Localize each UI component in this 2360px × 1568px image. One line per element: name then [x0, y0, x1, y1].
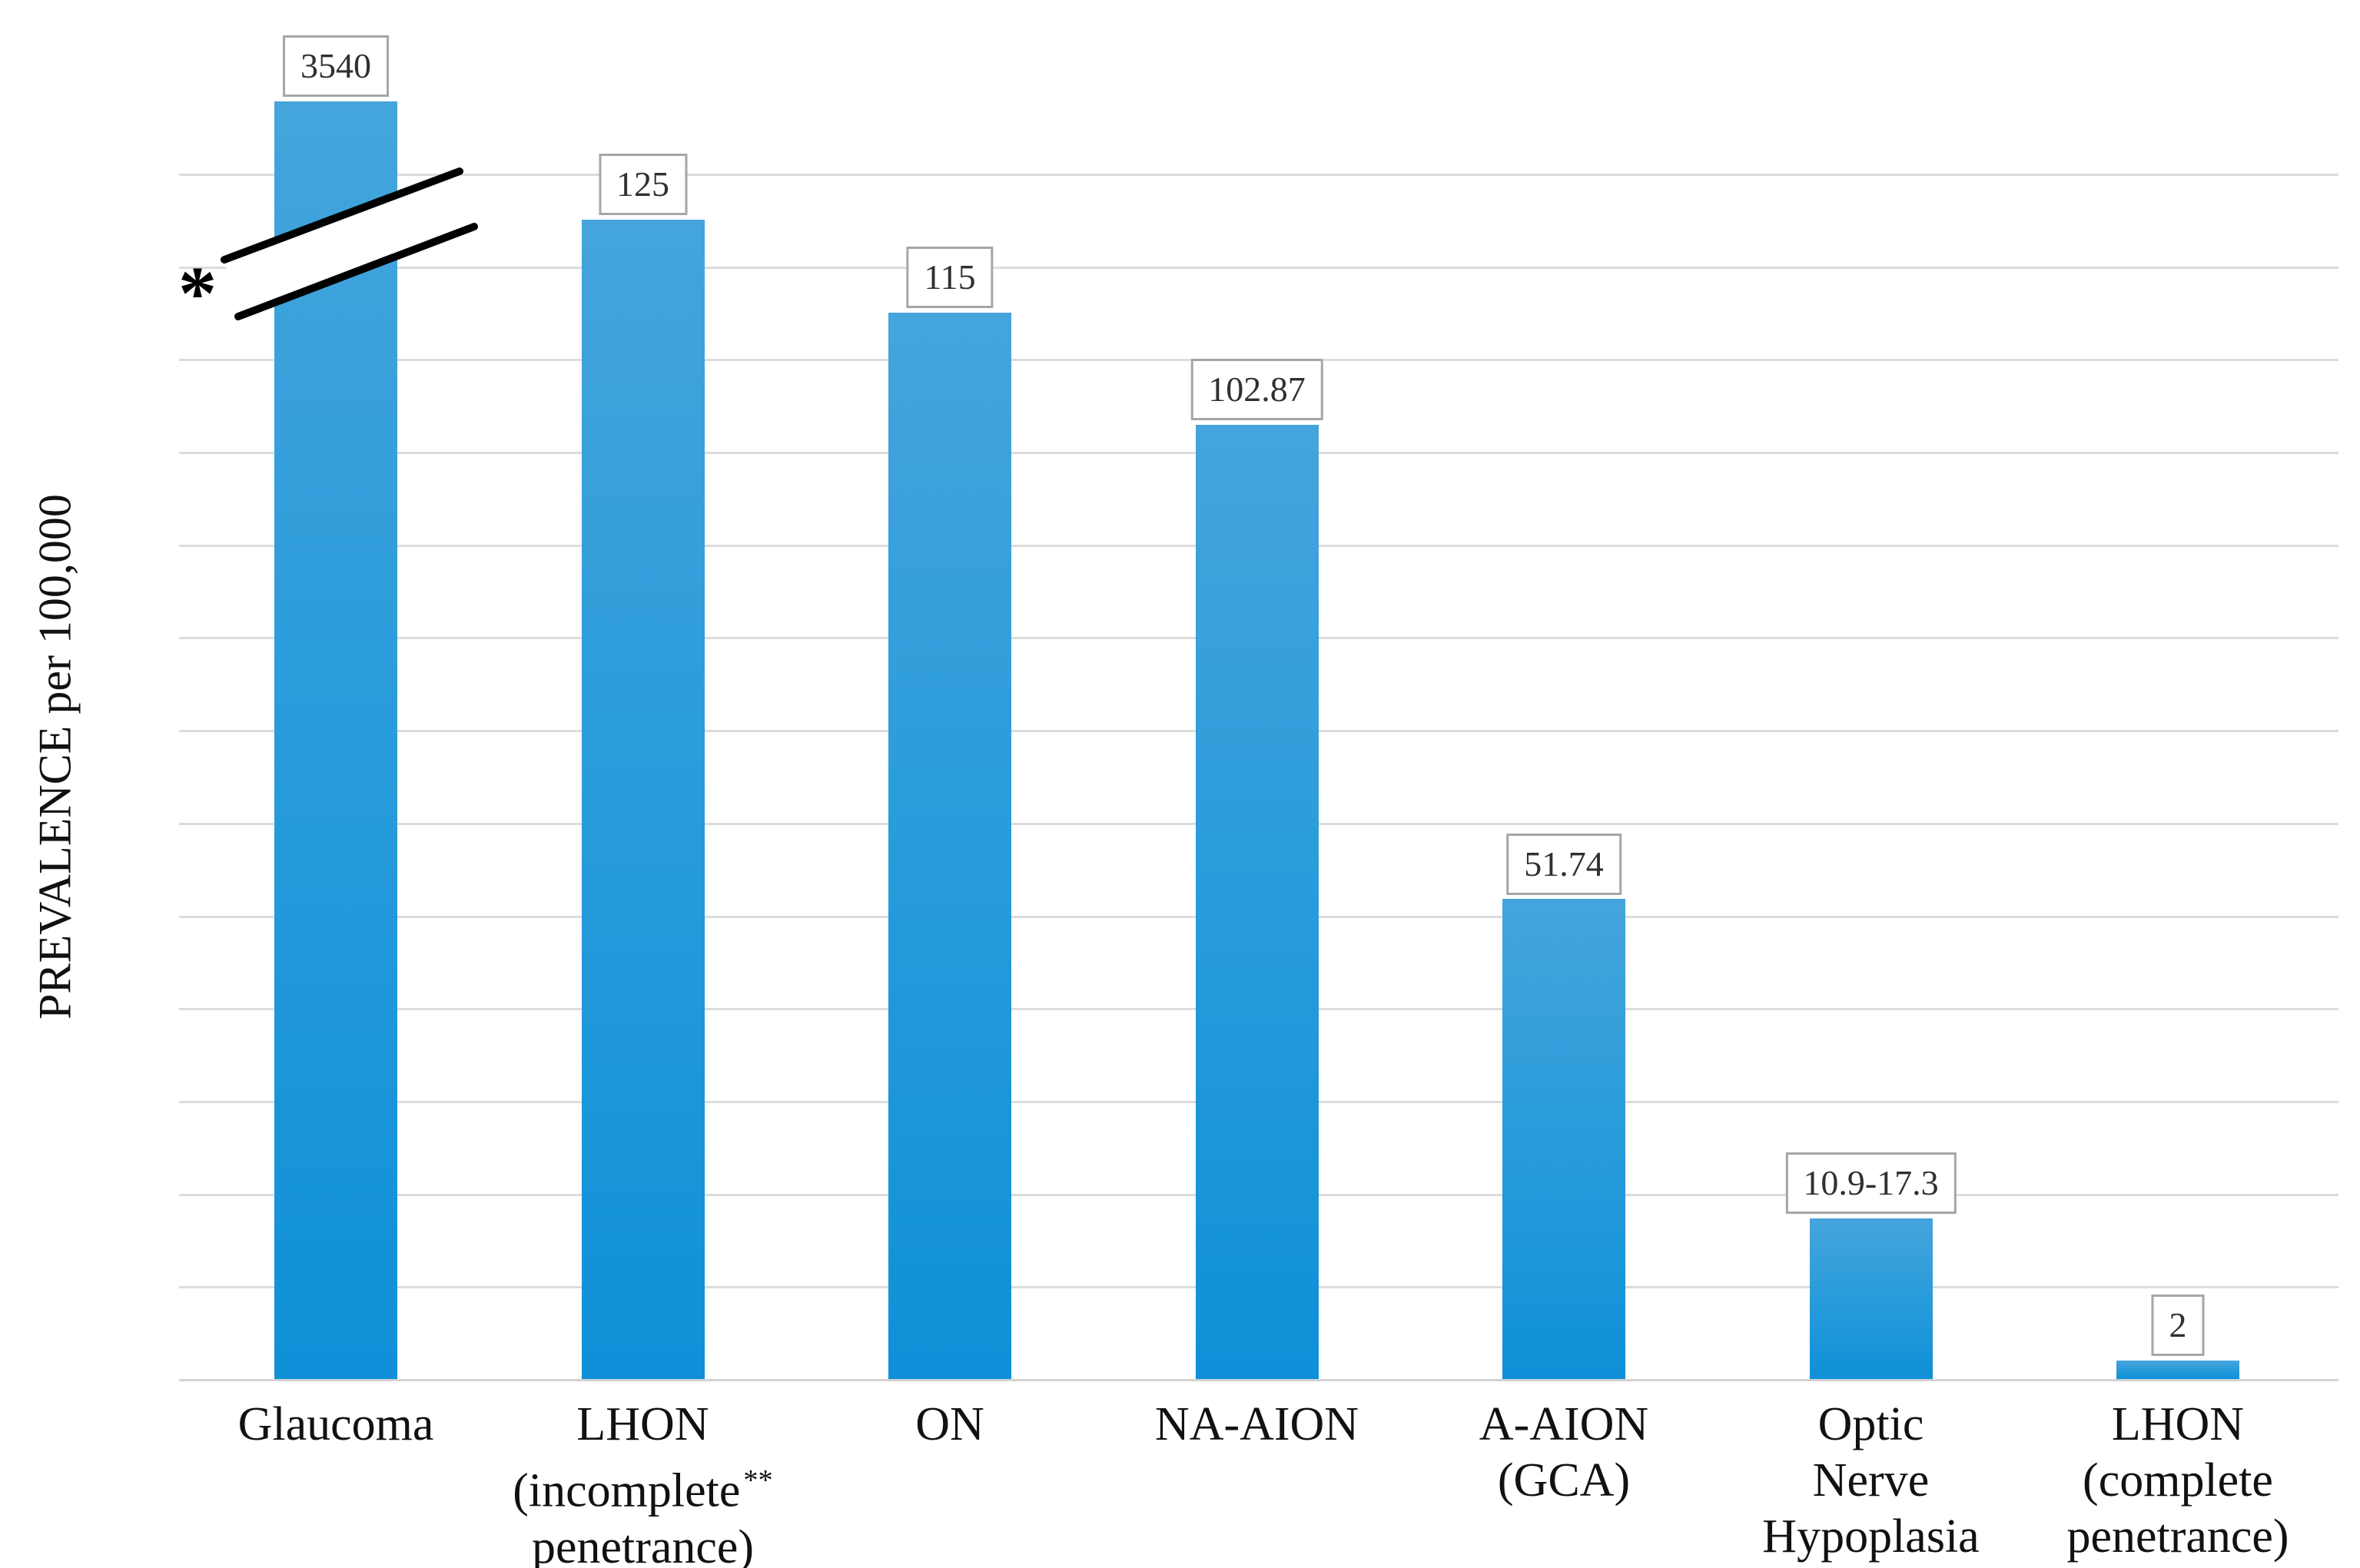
x-axis-baseline: [179, 1379, 2338, 1381]
x-axis-label-line: Nerve: [1812, 1454, 1930, 1507]
x-axis-label-line: penetrance): [531, 1520, 755, 1568]
gridline-120: [179, 266, 2338, 269]
bar-value-label: 2: [2151, 1294, 2205, 1356]
x-axis-label-line: (incomplete **: [513, 1464, 773, 1517]
x-axis-label-line: penetrance): [2066, 1510, 2289, 1563]
x-axis-label: A-AION (GCA): [1479, 1397, 1648, 1509]
x-axis-label-line: (complete: [2083, 1454, 2273, 1507]
bar-lhon-incomplete-penetrance: [581, 220, 705, 1379]
x-axis-label: LHON (incomplete ** penetrance): [513, 1397, 773, 1568]
x-axis-label: Optic Nerve Hypoplasia: [1762, 1397, 1979, 1565]
x-axis-label: NA-AION: [1155, 1397, 1359, 1453]
axis-break-asterisk: *: [178, 250, 217, 336]
bar-a-aion-gca: [1502, 899, 1625, 1379]
bar-value-label: 3540: [283, 35, 389, 97]
x-axis-label-line: Glaucoma: [237, 1398, 434, 1450]
bar-glaucoma: [274, 101, 397, 1379]
bar-lhon-complete-penetrance: [2116, 1360, 2239, 1379]
bar-na-aion: [1195, 425, 1319, 1379]
x-axis-label: LHON (complete penetrance): [2066, 1397, 2289, 1565]
gridline-130: [179, 173, 2338, 176]
x-axis-label-line: A-AION: [1479, 1398, 1649, 1450]
x-axis-label-line: LHON: [576, 1398, 709, 1450]
x-axis-label: Glaucoma: [238, 1397, 434, 1453]
bar-value-label: 115: [906, 246, 994, 308]
footnote-marker: **: [743, 1464, 773, 1497]
x-axis-label: ON: [915, 1397, 984, 1453]
bar-value-label: 51.74: [1506, 833, 1621, 895]
bar-optic-nerve-hypoplasia: [1809, 1218, 1933, 1379]
x-axis-label-line: Hypoplasia: [1762, 1510, 1980, 1563]
x-axis-label-line: Optic: [1817, 1398, 1924, 1450]
x-axis-label-line: (GCA): [1497, 1454, 1631, 1507]
x-axis-label-line: LHON: [2111, 1398, 2245, 1450]
bar-on: [888, 312, 1011, 1379]
x-axis-label-line: NA-AION: [1154, 1398, 1359, 1450]
bar-value-label: 125: [599, 154, 687, 216]
x-axis-label-line: ON: [915, 1398, 984, 1450]
bar-value-label: 102.87: [1190, 359, 1323, 421]
bar-value-label: 10.9-17.3: [1785, 1152, 1957, 1215]
